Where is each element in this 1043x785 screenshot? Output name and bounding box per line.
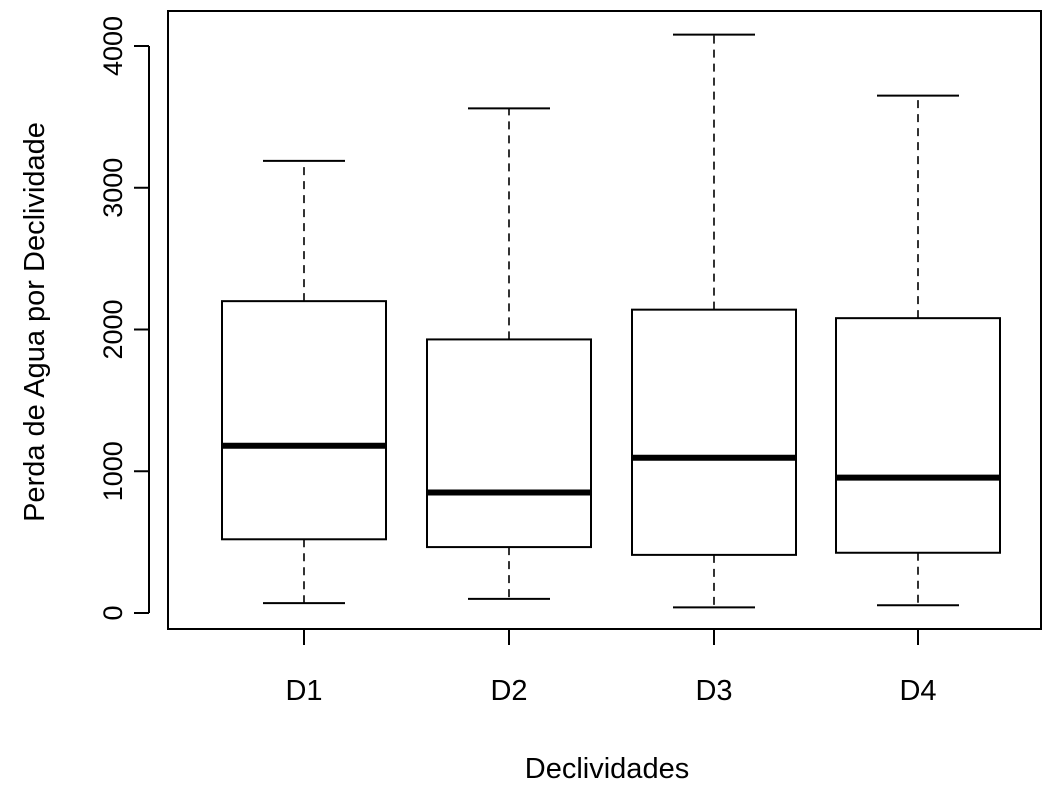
x-axis-title: Declividades [525, 753, 689, 785]
x-tick-label: D4 [899, 675, 936, 707]
y-tick-label: 1000 [98, 441, 128, 501]
iqr-box [426, 338, 592, 549]
y-tick-label: 2000 [98, 299, 128, 359]
y-tick-label: 0 [98, 605, 128, 620]
x-axis: D1 D2 D3 D4 [285, 628, 937, 707]
box-d2 [426, 107, 592, 600]
iqr-box [221, 300, 387, 541]
y-tick-label: 4000 [98, 16, 128, 76]
x-tick-label: D2 [490, 675, 527, 707]
y-axis: 0 1000 2000 3000 4000 [98, 16, 150, 621]
box-d1 [221, 159, 387, 605]
iqr-box [631, 308, 797, 556]
x-tick-label: D3 [695, 675, 732, 707]
boxes [221, 33, 1001, 609]
box-d4 [835, 94, 1001, 607]
box-d3 [631, 33, 797, 609]
iqr-box [835, 317, 1001, 554]
x-tick-label: D1 [285, 675, 322, 707]
y-axis-title: Perda de Agua por Declividade [19, 122, 51, 522]
y-tick-label: 3000 [98, 158, 128, 218]
